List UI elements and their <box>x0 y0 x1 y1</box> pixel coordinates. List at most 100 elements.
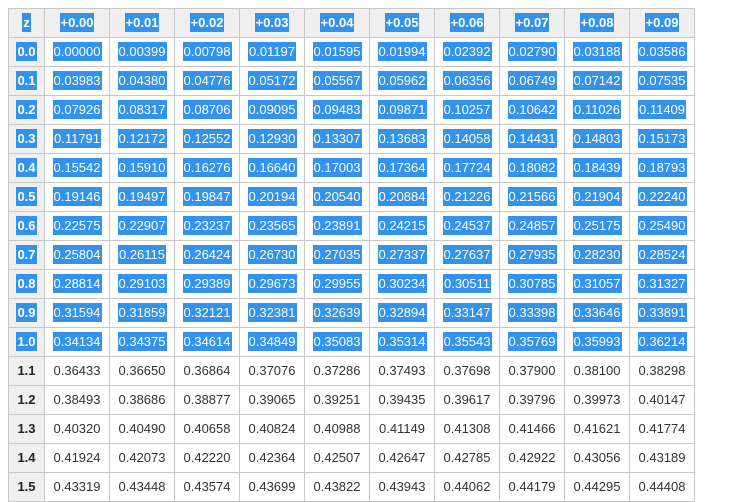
table-cell[interactable]: 0.14431 <box>499 124 565 154</box>
table-cell[interactable]: 0.29673 <box>239 269 305 299</box>
table-row[interactable]: 0.5 0.19146 0.19497 0.19847 0.20194 0.20540 0.… <box>8 182 695 212</box>
table-row[interactable]: 1.0 0.34134 0.34375 0.34614 0.34849 0.35083 0.… <box>8 327 695 357</box>
row-header-14[interactable]: 1.4 <box>8 443 45 473</box>
table-cell[interactable]: 0.04380 <box>109 66 175 96</box>
table-cell[interactable]: 0.44408 <box>629 472 695 502</box>
table-cell[interactable]: 0.26115 <box>109 240 175 270</box>
table-cell[interactable]: 0.42364 <box>239 443 305 473</box>
column-header-z[interactable]: z <box>8 8 45 38</box>
table-cell[interactable]: 0.21904 <box>564 182 630 212</box>
table-cell[interactable]: 0.17724 <box>434 153 500 183</box>
table-cell[interactable]: 0.44295 <box>564 472 630 502</box>
table-cell[interactable]: 0.39617 <box>434 385 500 415</box>
table-cell[interactable]: 0.01197 <box>239 37 305 67</box>
table-cell[interactable]: 0.40824 <box>239 414 305 444</box>
table-cell[interactable]: 0.10642 <box>499 95 565 125</box>
standard-normal-distribution-table[interactable]: z +0.00 +0.01 +0.02 +0.03 +0.04 +0.05 +0.06 +0.0… <box>8 8 695 502</box>
row-header-10[interactable]: 1.0 <box>8 327 45 357</box>
table-cell[interactable]: 0.00000 <box>44 37 110 67</box>
table-row[interactable]: 1.1 0.36433 0.36650 0.36864 0.37076 0.37286 0.… <box>8 356 695 386</box>
table-cell[interactable]: 0.11791 <box>44 124 110 154</box>
table-cell[interactable]: 0.35993 <box>564 327 630 357</box>
table-cell[interactable]: 0.38100 <box>564 356 630 386</box>
table-cell[interactable]: 0.43574 <box>174 472 240 502</box>
table-cell[interactable]: 0.23237 <box>174 211 240 241</box>
table-cell[interactable]: 0.41621 <box>564 414 630 444</box>
table-cell[interactable]: 0.41308 <box>434 414 500 444</box>
table-cell[interactable]: 0.37076 <box>239 356 305 386</box>
column-header-7[interactable]: +0.07 <box>499 8 565 38</box>
table-cell[interactable]: 0.17364 <box>369 153 435 183</box>
table-row[interactable]: 1.3 0.40320 0.40490 0.40658 0.40824 0.40988 0.… <box>8 414 695 444</box>
table-cell[interactable]: 0.42922 <box>499 443 565 473</box>
table-cell[interactable]: 0.39435 <box>369 385 435 415</box>
table-cell[interactable]: 0.11409 <box>629 95 695 125</box>
table-cell[interactable]: 0.33147 <box>434 298 500 328</box>
table-cell[interactable]: 0.32639 <box>304 298 370 328</box>
table-cell[interactable]: 0.18439 <box>564 153 630 183</box>
row-header-1[interactable]: 0.1 <box>8 66 45 96</box>
table-cell[interactable]: 0.35083 <box>304 327 370 357</box>
table-cell[interactable]: 0.33891 <box>629 298 695 328</box>
column-header-5[interactable]: +0.05 <box>369 8 435 38</box>
table-cell[interactable]: 0.38298 <box>629 356 695 386</box>
table-cell[interactable]: 0.25490 <box>629 211 695 241</box>
table-cell[interactable]: 0.27337 <box>369 240 435 270</box>
row-header-6[interactable]: 0.6 <box>8 211 45 241</box>
table-cell[interactable]: 0.18082 <box>499 153 565 183</box>
table-cell[interactable]: 0.21566 <box>499 182 565 212</box>
column-header-2[interactable]: +0.02 <box>174 8 240 38</box>
table-cell[interactable]: 0.34849 <box>239 327 305 357</box>
table-cell[interactable]: 0.03586 <box>629 37 695 67</box>
table-cell[interactable]: 0.41466 <box>499 414 565 444</box>
table-cell[interactable]: 0.31057 <box>564 269 630 299</box>
table-cell[interactable]: 0.37698 <box>434 356 500 386</box>
table-cell[interactable]: 0.39251 <box>304 385 370 415</box>
table-row[interactable]: 1.5 0.43319 0.43448 0.43574 0.43699 0.43822 0.… <box>8 472 695 502</box>
table-cell[interactable]: 0.18793 <box>629 153 695 183</box>
table-cell[interactable]: 0.01994 <box>369 37 435 67</box>
table-cell[interactable]: 0.37900 <box>499 356 565 386</box>
table-cell[interactable]: 0.40490 <box>109 414 175 444</box>
table-cell[interactable]: 0.03983 <box>44 66 110 96</box>
table-cell[interactable]: 0.37493 <box>369 356 435 386</box>
table-cell[interactable]: 0.22240 <box>629 182 695 212</box>
table-cell[interactable]: 0.33398 <box>499 298 565 328</box>
table-cell[interactable]: 0.07142 <box>564 66 630 96</box>
table-cell[interactable]: 0.30234 <box>369 269 435 299</box>
row-header-9[interactable]: 0.9 <box>8 298 45 328</box>
table-cell[interactable]: 0.38493 <box>44 385 110 415</box>
table-row[interactable]: 0.3 0.11791 0.12172 0.12552 0.12930 0.13307 0.… <box>8 124 695 154</box>
table-cell[interactable]: 0.34375 <box>109 327 175 357</box>
table-cell[interactable]: 0.17003 <box>304 153 370 183</box>
table-cell[interactable]: 0.19847 <box>174 182 240 212</box>
table-cell[interactable]: 0.39796 <box>499 385 565 415</box>
table-cell[interactable]: 0.26730 <box>239 240 305 270</box>
table-cell[interactable]: 0.38877 <box>174 385 240 415</box>
table-cell[interactable]: 0.29103 <box>109 269 175 299</box>
table-cell[interactable]: 0.41924 <box>44 443 110 473</box>
table-cell[interactable]: 0.14058 <box>434 124 500 154</box>
table-cell[interactable]: 0.06749 <box>499 66 565 96</box>
column-header-3[interactable]: +0.03 <box>239 8 305 38</box>
table-cell[interactable]: 0.24215 <box>369 211 435 241</box>
table-cell[interactable]: 0.02392 <box>434 37 500 67</box>
table-cell[interactable]: 0.00798 <box>174 37 240 67</box>
table-cell[interactable]: 0.25804 <box>44 240 110 270</box>
table-cell[interactable]: 0.24537 <box>434 211 500 241</box>
row-header-2[interactable]: 0.2 <box>8 95 45 125</box>
table-cell[interactable]: 0.09095 <box>239 95 305 125</box>
table-row[interactable]: 0.2 0.07926 0.08317 0.08706 0.09095 0.09483 0.… <box>8 95 695 125</box>
table-cell[interactable]: 0.42507 <box>304 443 370 473</box>
table-cell[interactable]: 0.31594 <box>44 298 110 328</box>
column-header-6[interactable]: +0.06 <box>434 8 500 38</box>
table-cell[interactable]: 0.40988 <box>304 414 370 444</box>
table-cell[interactable]: 0.39065 <box>239 385 305 415</box>
table-row[interactable]: 1.2 0.38493 0.38686 0.38877 0.39065 0.39251 0.… <box>8 385 695 415</box>
column-header-0[interactable]: +0.00 <box>44 8 110 38</box>
table-cell[interactable]: 0.40320 <box>44 414 110 444</box>
table-cell[interactable]: 0.30511 <box>434 269 500 299</box>
table-cell[interactable]: 0.35314 <box>369 327 435 357</box>
column-header-9[interactable]: +0.09 <box>629 8 695 38</box>
table-cell[interactable]: 0.28524 <box>629 240 695 270</box>
